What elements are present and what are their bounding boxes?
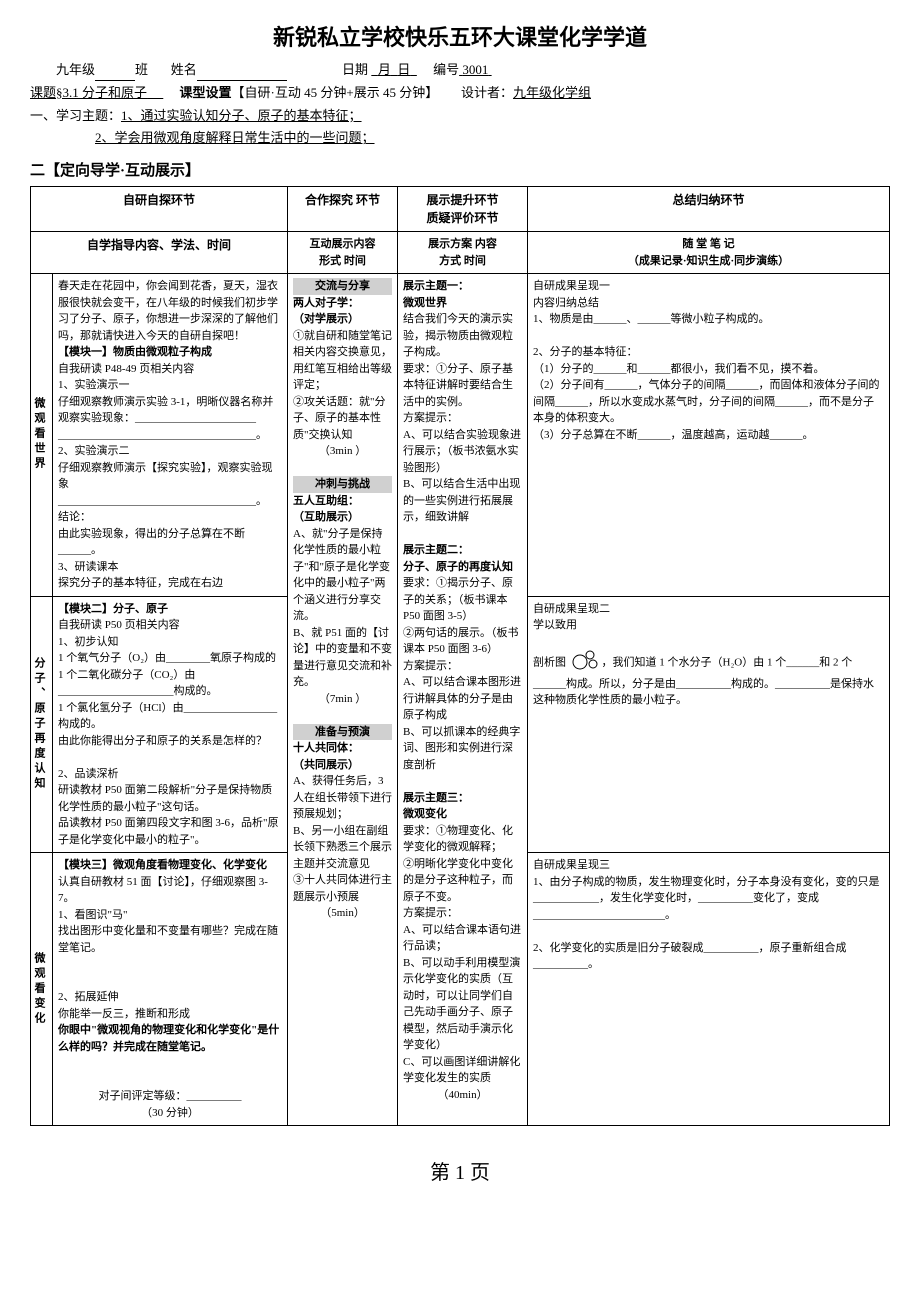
study-theme-1: 一、学习主题：1、通过实验认知分子、原子的基本特征； (30, 106, 890, 127)
th-sub1: 自学指导内容、学法、时间 (31, 232, 288, 274)
section-2-title: 二【定向导学·互动展示】 (30, 159, 890, 180)
page-footer: 第 1 页 (30, 1156, 890, 1185)
row2-col4: 自研成果呈现二 学以致用 剖析图 ，我们知道 1 个水分子（H₂O）由 1 个_… (528, 596, 890, 853)
row1-col1: 春天走在花园中，你会闻到花香，夏天，湿衣服很快就会变干，在八年级的时候我们初步学… (53, 274, 288, 597)
col2-content: 交流与分享 两人对子学： （对学展示） ①就自研和随堂笔记相关内容交换意见，用红… (288, 274, 398, 1126)
row1-col4: 自研成果呈现一 内容归纳总结 1、物质是由______、______等微小粒子构… (528, 274, 890, 597)
page-title: 新锐私立学校快乐五环大课堂化学学道 (30, 20, 890, 52)
th-col4: 总结归纳环节 (528, 187, 890, 232)
row2-col1: 【模块二】分子、原子 自我研读 P50 页相关内容 1、初步认知 1 个氧气分子… (53, 596, 288, 853)
molecule-icon (569, 650, 599, 676)
row3-col4: 自研成果呈现三 1、由分子构成的物质，发生物理变化时，分子本身没有变化，变的只是… (528, 853, 890, 1126)
row3-col1: 【模块三】微观角度看物理变化、化学变化 认真自研教材 51 面【讨论】，仔细观察… (53, 853, 288, 1126)
row1-label: 微观看世界 (31, 274, 53, 597)
th-sub4: 随 堂 笔 记 （成果记录·知识生成·同步演练） (528, 232, 890, 274)
th-col3: 展示提升环节 质疑评价环节 (398, 187, 528, 232)
th-sub3: 展示方案 内容 方式 时间 (398, 232, 528, 274)
row2-label: 分子、原子再度认知 (31, 596, 53, 853)
header-row-1: 九年级班 姓名 日期 月 日 编号 3001 (30, 60, 890, 81)
th-col2: 合作探究 环节 (288, 187, 398, 232)
col3-content: 展示主题一： 微观世界 结合我们今天的演示实验，揭示物质由微观粒子构成。 要求：… (398, 274, 528, 1126)
row3-label: 微观看变化 (31, 853, 53, 1126)
th-col1: 自研自探环节 (31, 187, 288, 232)
th-sub2: 互动展示内容 形式 时间 (288, 232, 398, 274)
header-row-2: 课题§3.1 分子和原子 课型设置【自研·互动 45 分钟+展示 45 分钟】 … (30, 83, 890, 104)
main-table: 自研自探环节 合作探究 环节 展示提升环节 质疑评价环节 总结归纳环节 自学指导… (30, 186, 890, 1126)
study-theme-2: 2、学会用微观角度解释日常生活中的一些问题； (30, 128, 890, 149)
